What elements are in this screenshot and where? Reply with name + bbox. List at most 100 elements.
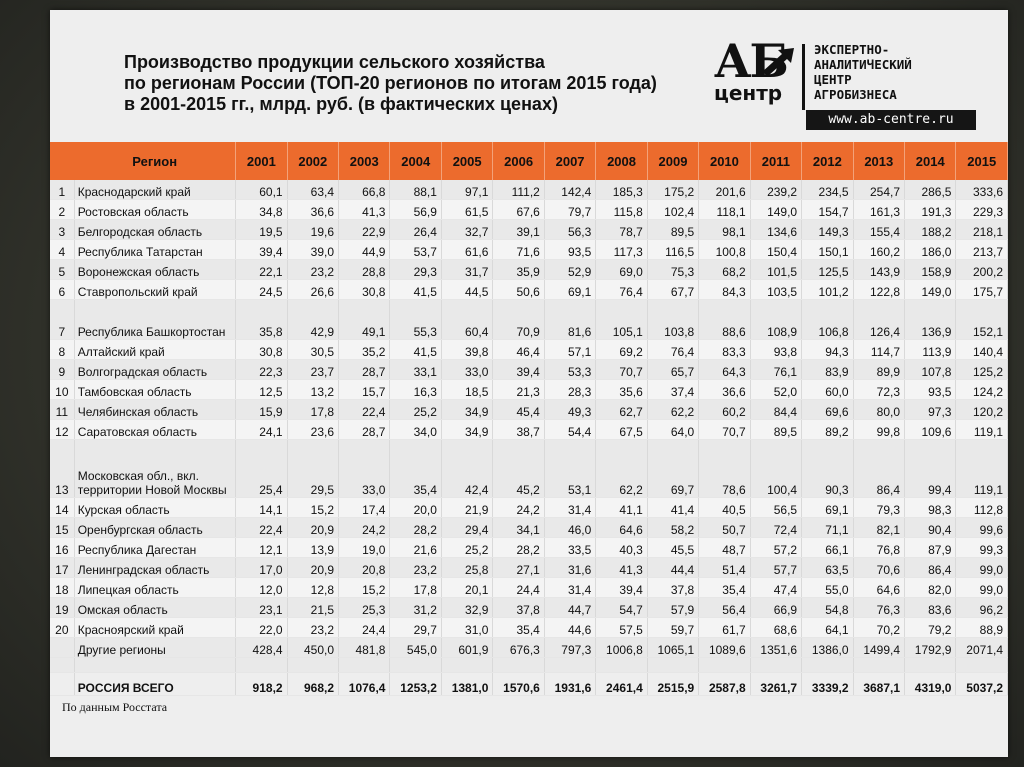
table-row: 11 Челябинская область 15,9 17,8 22,4 25,2 34,… [50, 399, 1008, 420]
value-cell: 28,7 [338, 359, 391, 380]
value-cell: 93,5 [904, 379, 957, 400]
value-cell: 333,6 [955, 180, 1008, 200]
header-year: 2004 [389, 142, 442, 180]
title-line-1: Производство продукции сельского хозяйст… [124, 52, 545, 72]
value-cell: 20,9 [287, 557, 340, 578]
value-cell: 57,5 [595, 617, 648, 638]
value-cell: 34,9 [441, 419, 494, 440]
table-row: 10 Тамбовская область 12,5 13,2 15,7 16,3 18,5… [50, 379, 1008, 400]
value-cell: 22,3 [235, 359, 288, 380]
value-cell: 70,6 [853, 557, 906, 578]
row-number: 16 [50, 537, 75, 558]
value-cell: 99,0 [955, 557, 1008, 578]
region-name: РОССИЯ ВСЕГО [74, 672, 237, 696]
row-number [50, 672, 75, 696]
value-cell: 79,3 [853, 497, 906, 518]
value-cell: 149,0 [750, 199, 803, 220]
value-cell: 39,4 [595, 577, 648, 598]
value-cell: 28,3 [544, 379, 597, 400]
value-cell: 186,0 [904, 239, 957, 260]
value-cell: 101,5 [750, 259, 803, 280]
value-cell: 89,2 [801, 419, 854, 440]
table-row: 19 Омская область 23,1 21,5 25,3 31,2 32,9 37,8… [50, 597, 1008, 618]
row-number: 4 [50, 239, 75, 260]
value-cell [235, 657, 288, 673]
value-cell: 76,8 [853, 537, 906, 558]
value-cell: 35,2 [338, 339, 391, 360]
value-cell: 48,7 [698, 537, 751, 558]
value-cell: 46,4 [492, 339, 545, 360]
value-cell: 15,7 [338, 379, 391, 400]
value-cell [338, 657, 391, 673]
value-cell: 29,3 [389, 259, 442, 280]
value-cell: 98,3 [904, 497, 957, 518]
value-cell: 2515,9 [647, 672, 700, 696]
row-number: 12 [50, 419, 75, 440]
value-cell: 50,6 [492, 279, 545, 300]
region-name: Челябинская область [74, 399, 237, 420]
value-cell: 18,5 [441, 379, 494, 400]
logo-text: ЭКСПЕРТНО- АНАЛИТИЧЕСКИЙ ЦЕНТР АГРОБИЗНЕ… [814, 42, 984, 102]
value-cell: 918,2 [235, 672, 288, 696]
value-cell: 47,4 [750, 577, 803, 598]
value-cell: 3261,7 [750, 672, 803, 696]
value-cell: 12,5 [235, 379, 288, 400]
value-cell: 112,8 [955, 497, 1008, 518]
value-cell: 19,6 [287, 219, 340, 240]
value-cell: 60,0 [801, 379, 854, 400]
value-cell: 70,9 [492, 299, 545, 340]
value-cell: 30,8 [338, 279, 391, 300]
value-cell: 97,3 [904, 399, 957, 420]
value-cell: 72,3 [853, 379, 906, 400]
value-cell: 16,3 [389, 379, 442, 400]
value-cell: 37,8 [492, 597, 545, 618]
value-cell: 24,4 [492, 577, 545, 598]
value-cell [853, 657, 906, 673]
value-cell: 26,6 [287, 279, 340, 300]
value-cell: 57,2 [750, 537, 803, 558]
value-cell: 35,9 [492, 259, 545, 280]
value-cell: 152,1 [955, 299, 1008, 340]
value-cell: 1499,4 [853, 637, 906, 658]
value-cell: 69,1 [801, 497, 854, 518]
value-cell: 797,3 [544, 637, 597, 658]
value-cell: 64,6 [595, 517, 648, 538]
table-row: 5 Воронежская область 22,1 23,2 28,8 29,3 31,7… [50, 259, 1008, 280]
header-year: 2006 [492, 142, 545, 180]
value-cell: 45,2 [492, 439, 545, 498]
value-cell: 29,7 [389, 617, 442, 638]
value-cell: 94,3 [801, 339, 854, 360]
value-cell: 34,1 [492, 517, 545, 538]
value-cell: 62,7 [595, 399, 648, 420]
table-row: 1 Краснодарский край 60,1 63,4 66,8 88,1 97,1 1… [50, 180, 1008, 200]
value-cell: 101,2 [801, 279, 854, 300]
region-name: Краснодарский край [74, 180, 237, 200]
value-cell: 42,9 [287, 299, 340, 340]
header-region: Регион [74, 142, 237, 180]
value-cell: 69,1 [544, 279, 597, 300]
header-year: 2012 [801, 142, 854, 180]
value-cell: 66,8 [338, 180, 391, 200]
value-cell: 64,1 [801, 617, 854, 638]
value-cell: 154,7 [801, 199, 854, 220]
table-row: 20 Красноярский край 22,0 23,2 24,4 29,7 31,0 3… [50, 617, 1008, 638]
table-row: 6 Ставропольский край 24,5 26,6 30,8 41,5 44,5… [50, 279, 1008, 300]
value-cell: 34,8 [235, 199, 288, 220]
value-cell: 39,4 [492, 359, 545, 380]
value-cell: 39,8 [441, 339, 494, 360]
row-number: 15 [50, 517, 75, 538]
value-cell: 108,9 [750, 299, 803, 340]
value-cell: 67,6 [492, 199, 545, 220]
value-cell: 15,2 [287, 497, 340, 518]
region-name: Московская обл., вкл. территории Новой М… [74, 439, 237, 498]
row-number: 3 [50, 219, 75, 240]
value-cell: 88,9 [955, 617, 1008, 638]
value-cell: 1386,0 [801, 637, 854, 658]
value-cell: 57,9 [647, 597, 700, 618]
value-cell: 33,0 [441, 359, 494, 380]
row-number: 19 [50, 597, 75, 618]
value-cell: 545,0 [389, 637, 442, 658]
value-cell: 82,0 [904, 577, 957, 598]
value-cell: 37,8 [647, 577, 700, 598]
header-year: 2010 [698, 142, 751, 180]
